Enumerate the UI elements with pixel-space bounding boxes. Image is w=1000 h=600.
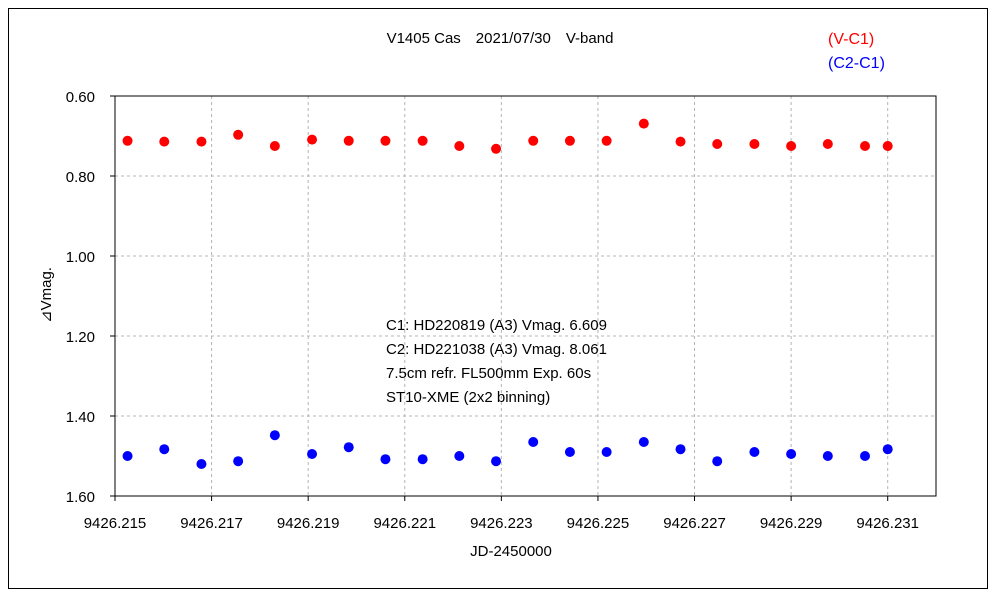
data-point [601, 447, 612, 457]
data-point [454, 141, 465, 151]
y-tick-label: 1.00 [66, 249, 95, 266]
axis-ticks: 9426.215 9426.217 9426.219 9426.221 9426.223… [66, 89, 919, 532]
y-axis-label: ⊿Vmag. [38, 267, 55, 323]
data-point [882, 444, 893, 455]
data-point [417, 454, 428, 465]
legend-entry-v-c1: (V-C1) [828, 31, 874, 48]
data-point [269, 141, 280, 151]
data-point [712, 139, 723, 149]
data-point [491, 143, 502, 154]
data-point [343, 442, 354, 453]
x-tick-label: 9426.223 [470, 515, 533, 532]
data-point [196, 136, 207, 147]
annotation-c2: C2: HD221038 (A3) Vmag. 8.061 [386, 341, 607, 358]
y-tick-label: 0.80 [66, 169, 95, 186]
data-point [269, 430, 280, 441]
data-point [564, 447, 575, 457]
data-point [454, 451, 465, 461]
chart-frame [8, 8, 988, 589]
annotation-c1: C1: HD220819 (A3) Vmag. 6.609 [386, 317, 607, 334]
x-tick-label: 9426.219 [277, 515, 340, 532]
y-tick-label: 0.60 [66, 89, 95, 106]
x-tick-label: 9426.225 [567, 515, 630, 532]
data-point [159, 136, 170, 147]
data-point [528, 437, 539, 447]
data-point [675, 136, 686, 147]
data-point [860, 451, 871, 461]
data-point [601, 135, 612, 146]
data-points [122, 118, 893, 469]
legend-entry-c2-c1: (C2-C1) [828, 55, 885, 72]
data-point [712, 456, 723, 467]
data-point [749, 139, 760, 149]
chart-title: V1405 Cas 2021/07/30 V-band [387, 30, 614, 47]
data-point [233, 129, 244, 140]
data-point [380, 454, 391, 465]
x-tick-label: 9426.231 [856, 515, 919, 532]
data-point [822, 139, 833, 149]
data-point [417, 135, 428, 146]
data-point [491, 456, 502, 467]
data-point [196, 459, 207, 469]
annotation-telescope: 7.5cm refr. FL500mm Exp. 60s [386, 365, 591, 382]
x-axis-label: JD-2450000 [470, 543, 552, 560]
y-tick-label: 1.20 [66, 329, 95, 346]
data-point [343, 135, 354, 146]
plot-area [114, 95, 937, 497]
data-point [860, 141, 871, 151]
x-tick-label: 9426.229 [760, 515, 823, 532]
y-tick-label: 1.60 [66, 489, 95, 506]
data-point [122, 451, 133, 461]
data-point [638, 118, 649, 129]
grid-lines [115, 96, 936, 496]
x-tick-label: 9426.227 [663, 515, 726, 532]
data-point [675, 444, 686, 455]
data-point [638, 437, 649, 447]
x-tick-label: 9426.215 [84, 515, 147, 532]
data-point [122, 135, 133, 146]
data-point [786, 449, 797, 459]
x-tick-label: 9426.221 [373, 515, 436, 532]
data-point [307, 134, 318, 145]
series-v-c1 [122, 118, 893, 154]
data-point [380, 135, 391, 146]
data-point [882, 141, 893, 151]
series-c2-c1 [122, 430, 893, 469]
data-point [564, 135, 575, 146]
x-tick-label: 9426.217 [180, 515, 243, 532]
data-point [233, 456, 244, 467]
data-point [786, 141, 797, 151]
data-point [822, 451, 833, 461]
y-tick-label: 1.40 [66, 409, 95, 426]
annotation-camera: ST10-XME (2x2 binning) [386, 389, 550, 406]
data-point [159, 444, 170, 455]
data-point [749, 447, 760, 457]
data-point [307, 449, 318, 459]
data-point [528, 135, 539, 146]
